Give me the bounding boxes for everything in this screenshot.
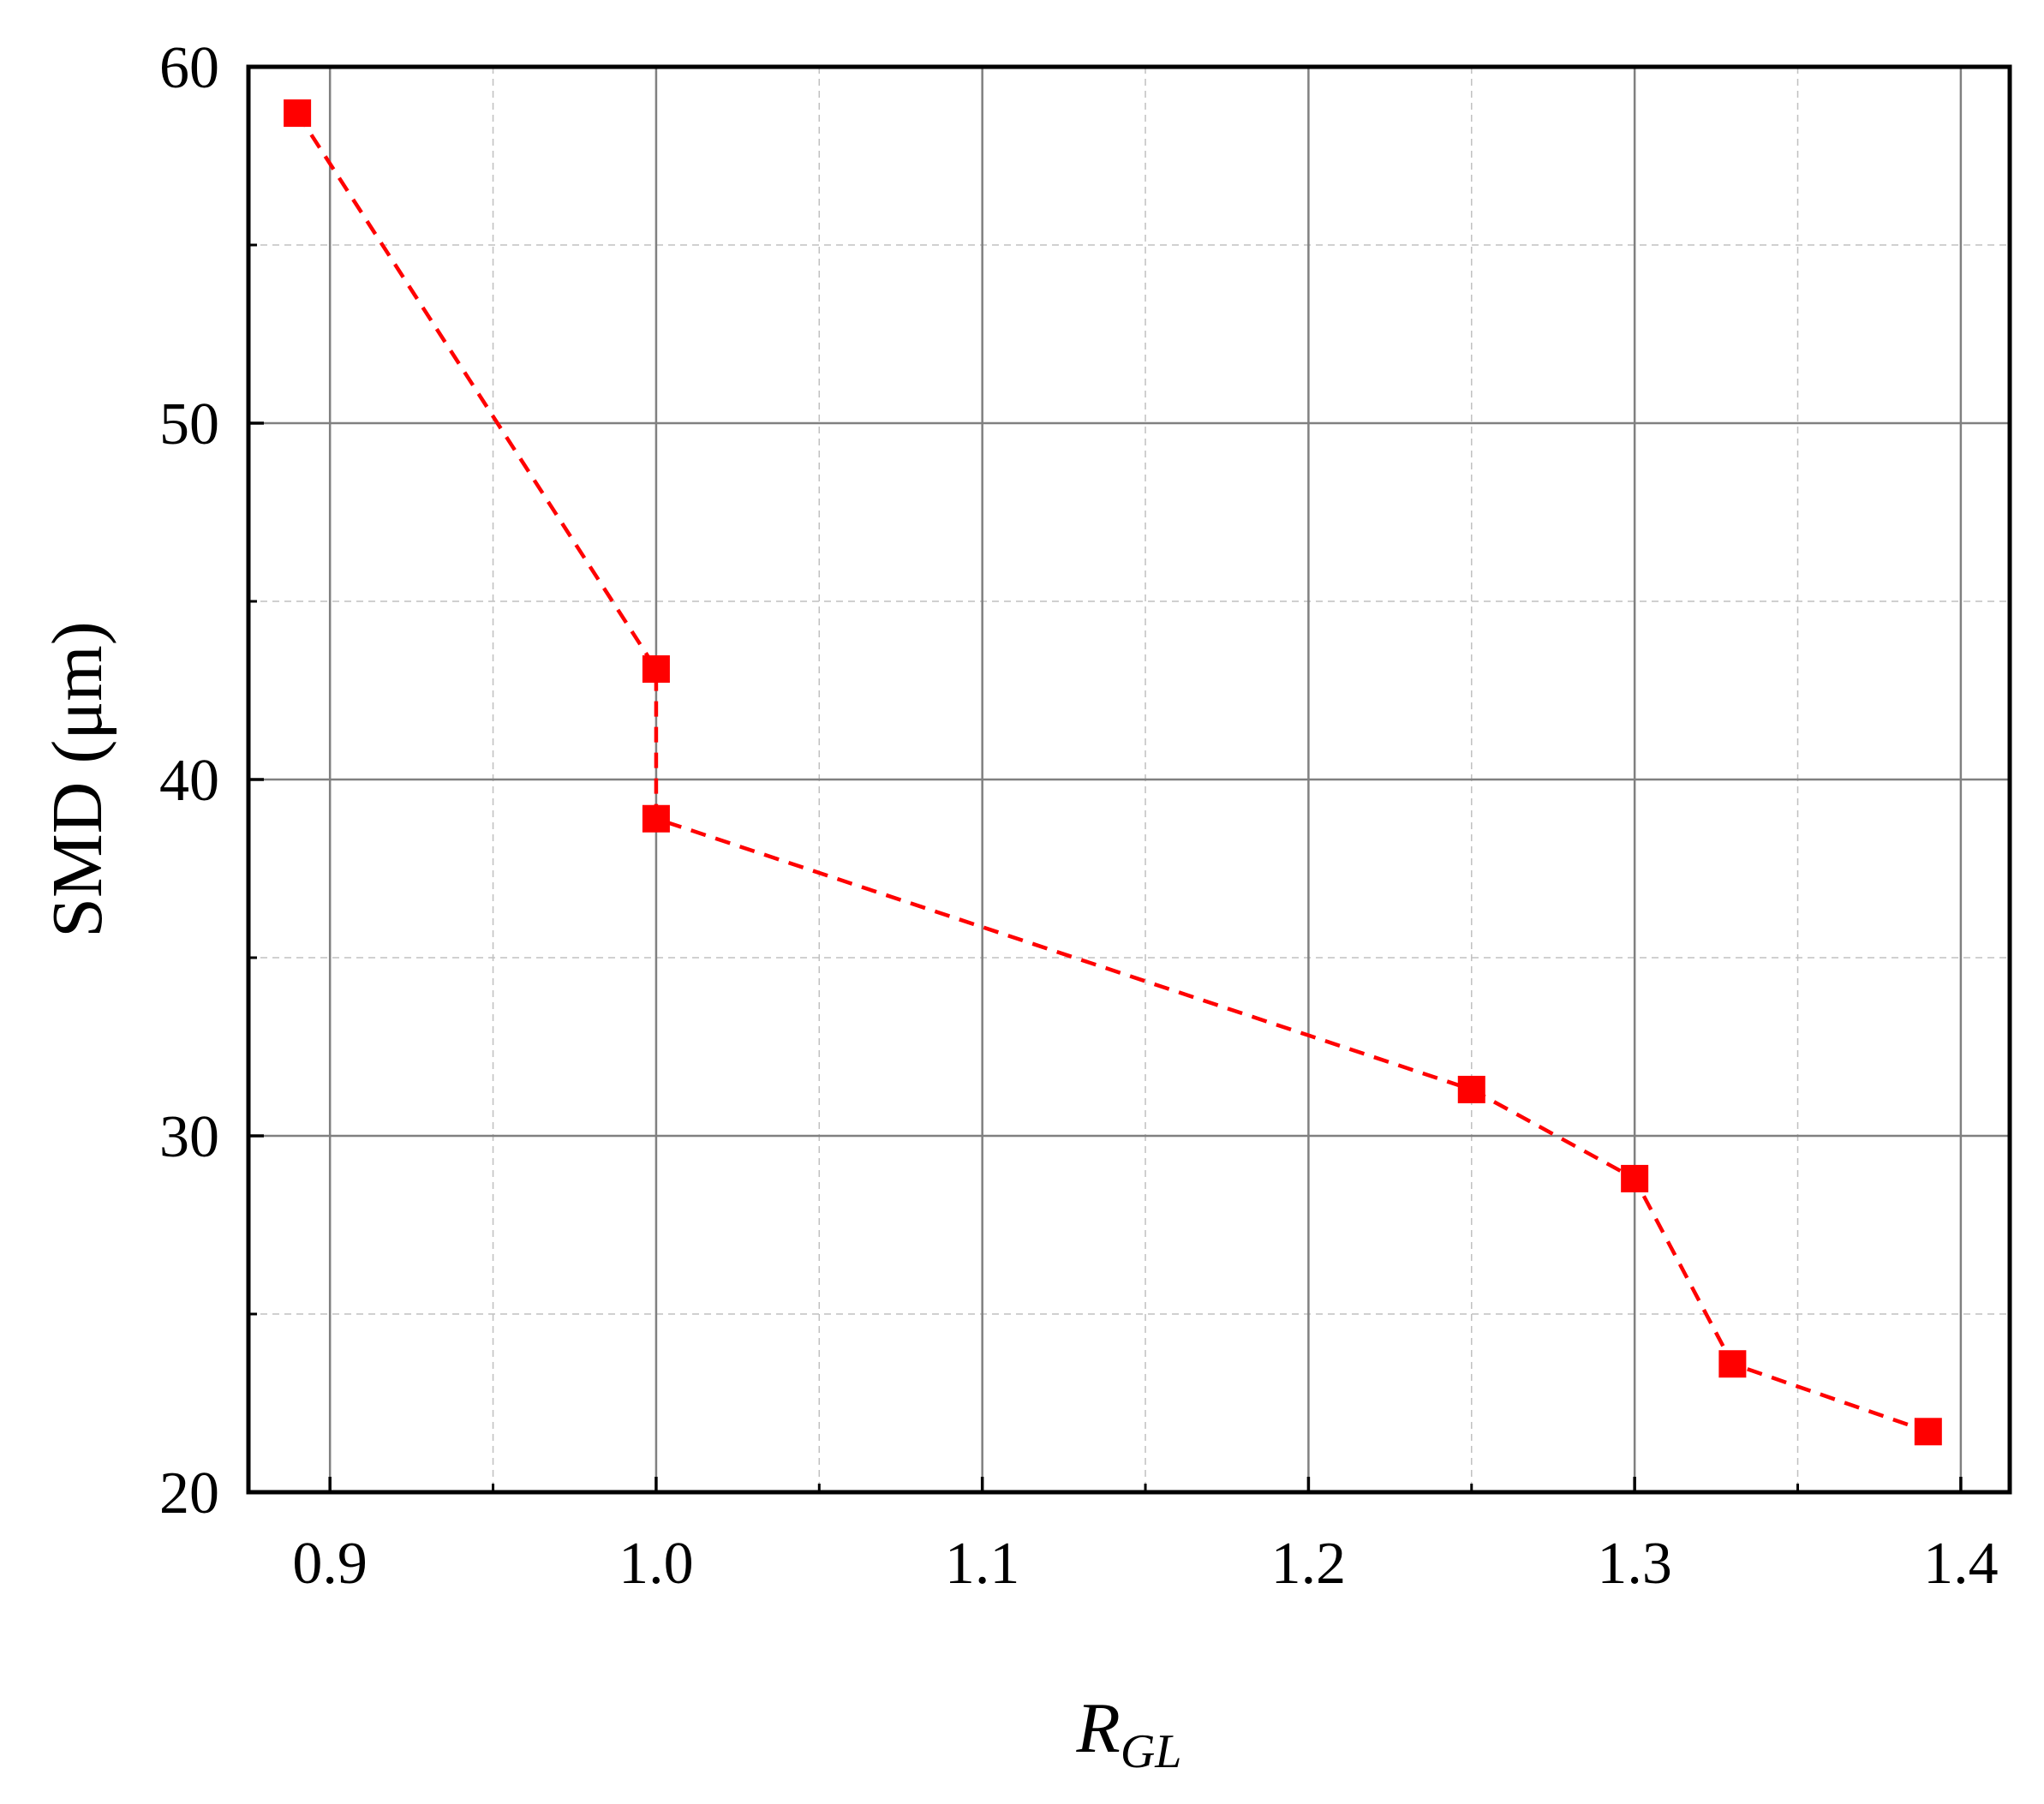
data-point-marker bbox=[1457, 1075, 1485, 1103]
y-axis-label: SMD (μm) bbox=[38, 621, 117, 937]
data-point-marker bbox=[1718, 1350, 1747, 1378]
x-axis-label-main: R bbox=[1076, 1688, 1121, 1768]
x-tick-label: 1.0 bbox=[619, 1531, 694, 1597]
major-grid bbox=[248, 67, 2010, 1492]
x-tick-label: 1.3 bbox=[1597, 1531, 1672, 1597]
y-tick-label: 50 bbox=[159, 391, 219, 457]
data-point-marker bbox=[642, 804, 670, 833]
data-point-marker bbox=[1914, 1418, 1942, 1446]
data-point-marker bbox=[284, 99, 312, 128]
x-axis-label: RGL bbox=[1076, 1688, 1182, 1778]
axis-ticks bbox=[248, 65, 1963, 1494]
x-axis-label-subscript: GL bbox=[1121, 1725, 1182, 1778]
x-tick-labels: 0.9 1.0 1.1 1.2 1.3 1.4 bbox=[292, 1531, 1998, 1597]
data-point-marker bbox=[1621, 1164, 1649, 1192]
x-tick-label: 1.2 bbox=[1271, 1531, 1347, 1597]
x-tick-label: 0.9 bbox=[292, 1531, 368, 1597]
x-tick-label: 1.1 bbox=[945, 1531, 1020, 1597]
y-tick-label: 20 bbox=[159, 1461, 219, 1526]
series-line bbox=[296, 111, 1929, 1434]
y-tick-labels: 20 30 40 50 60 bbox=[159, 35, 219, 1526]
y-tick-label: 60 bbox=[159, 35, 219, 101]
x-tick-label: 1.4 bbox=[1923, 1531, 1999, 1597]
y-tick-label: 30 bbox=[159, 1104, 219, 1170]
y-tick-label: 40 bbox=[159, 748, 219, 814]
data-point-marker bbox=[642, 655, 670, 684]
series-layer bbox=[284, 99, 1942, 1446]
